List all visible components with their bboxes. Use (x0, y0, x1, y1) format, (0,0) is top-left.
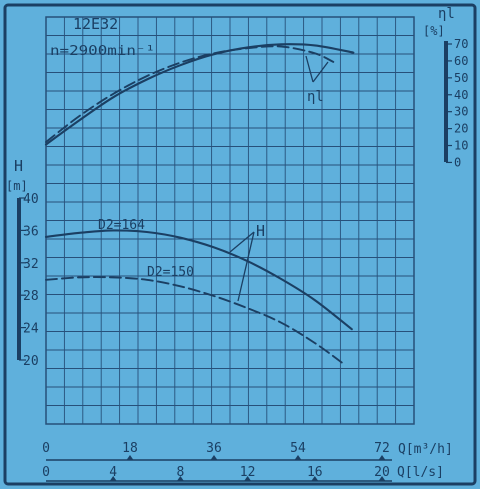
head-tick-label: 28 (23, 289, 39, 304)
flow-m3h-tick-marker (126, 455, 134, 460)
flow-ls-tick-label: 12 (240, 465, 256, 480)
flow-ls-tick-marker (311, 476, 319, 481)
flow-m3h-tick-label: 18 (122, 441, 138, 456)
efficiency-curve-dashed (45, 45, 335, 143)
head-axis-unit: [m] (6, 179, 28, 193)
head-axis-symbol: H (14, 157, 23, 175)
performance-curves (44, 43, 355, 366)
efficiency-tick-label: 30 (454, 105, 468, 119)
efficiency-tick-label: 60 (454, 54, 468, 68)
efficiency-tick-label: 50 (454, 71, 468, 85)
efficiency-curve-solid (44, 43, 355, 146)
head-tick-label: 32 (23, 257, 39, 272)
label-d150: D2=150 (147, 265, 194, 280)
flow-ls-tick-label: 4 (109, 465, 117, 480)
flow-ls-tick-label: 16 (307, 465, 323, 480)
annotation-leader-lines (229, 55, 329, 302)
head-curve-solid (44, 229, 353, 331)
flow-axis-m3h-ticks: 0 18 36 54 72 (42, 441, 390, 460)
head-tick-label: 24 (23, 322, 39, 337)
flow-m3h-tick-marker (378, 455, 386, 460)
efficiency-axis-ticks: 70 60 50 40 30 20 10 0 (446, 37, 468, 169)
flow-ls-tick-marker (378, 476, 386, 481)
pump-speed: n=2900min⁻¹ (50, 44, 155, 59)
flow-m3h-tick-label: 72 (374, 441, 390, 456)
flow-m3h-tick-label: 54 (290, 441, 306, 456)
flow-ls-tick-label: 20 (374, 465, 390, 480)
efficiency-axis-unit: [%] (423, 24, 445, 38)
flow-m3h-tick-label: 0 (42, 441, 50, 456)
flow-ls-tick-marker (176, 476, 184, 481)
efficiency-tick-label: 40 (454, 88, 468, 102)
efficiency-tick-label: 10 (454, 139, 468, 153)
flow-ls-tick-marker (109, 476, 117, 481)
flow-ls-tick-label: 0 (42, 465, 50, 480)
flow-ls-tick-marker (244, 476, 252, 481)
flow-m3h-tick-label: 36 (206, 441, 222, 456)
pump-model: 12E32 (73, 15, 118, 33)
efficiency-tick-label: 70 (454, 37, 468, 51)
label-efficiency-curves: ηl (307, 89, 324, 105)
head-curve-dashed (45, 276, 346, 366)
head-axis-ticks: 40 36 32 28 24 20 (19, 192, 39, 369)
outer-border (3, 3, 477, 486)
label-head-curves: H (256, 222, 265, 240)
label-d164: D2=164 (98, 218, 145, 233)
efficiency-tick-label: 20 (454, 122, 468, 136)
flow-ls-tick-label: 8 (176, 465, 184, 480)
flow-axis-ls-label: Q[l/s] (397, 465, 444, 480)
head-tick-label: 40 (23, 192, 39, 207)
efficiency-tick-label: 0 (454, 155, 461, 169)
flow-m3h-tick-marker (210, 455, 218, 460)
head-tick-label: 36 (23, 224, 39, 239)
flow-axis-m3h-label: Q[m³/h] (398, 442, 453, 457)
efficiency-axis-symbol: ηl (438, 6, 455, 22)
flow-m3h-tick-marker (294, 455, 302, 460)
flow-axis-ls-ticks: 0 4 8 12 16 20 (42, 465, 390, 481)
head-tick-label: 20 (23, 354, 39, 369)
chart-grid (45, 16, 415, 425)
